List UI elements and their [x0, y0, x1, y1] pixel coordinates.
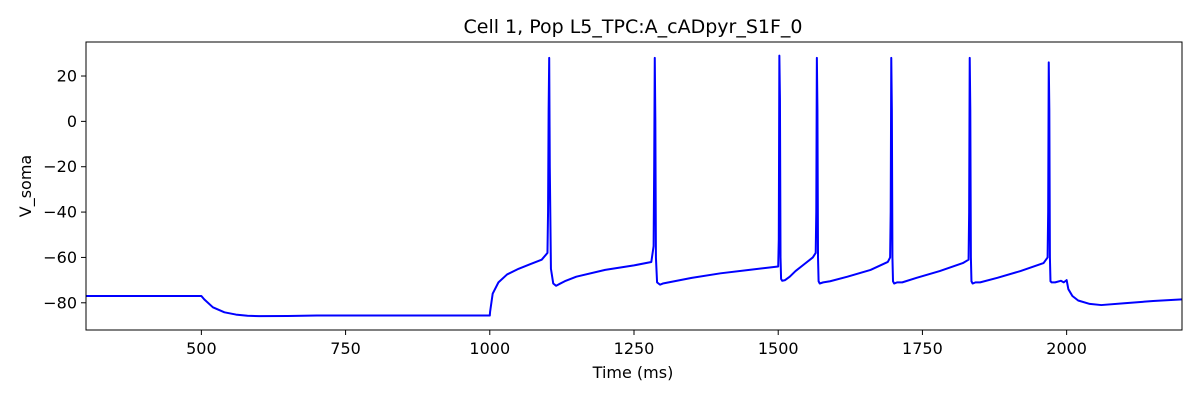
- y-tick-label: −60: [43, 248, 77, 267]
- y-axis: −80 −60 −40 −20 0 20: [43, 67, 86, 312]
- x-axis: 500 750 1000 1250 1500 1750 2000: [186, 330, 1087, 358]
- y-tick-label: −40: [43, 203, 77, 222]
- plot-area: [86, 54, 1183, 318]
- y-tick-label: 0: [67, 112, 77, 131]
- y-axis-label: V_soma: [16, 155, 36, 217]
- x-tick-label: 750: [330, 339, 361, 358]
- x-tick-label: 500: [186, 339, 217, 358]
- x-tick-label: 1250: [614, 339, 655, 358]
- x-tick-label: 2000: [1046, 339, 1087, 358]
- x-tick-label: 1750: [902, 339, 943, 358]
- chart-title: Cell 1, Pop L5_TPC:A_cADpyr_S1F_0: [464, 16, 803, 38]
- y-tick-label: −80: [43, 293, 77, 312]
- x-tick-label: 1000: [469, 339, 510, 358]
- series-line-0: [86, 54, 1183, 318]
- x-tick-label: 1500: [758, 339, 799, 358]
- y-tick-label: −20: [43, 157, 77, 176]
- y-tick-label: 20: [57, 67, 77, 86]
- x-axis-label: Time (ms): [592, 363, 674, 382]
- plot-frame: [85, 41, 1183, 331]
